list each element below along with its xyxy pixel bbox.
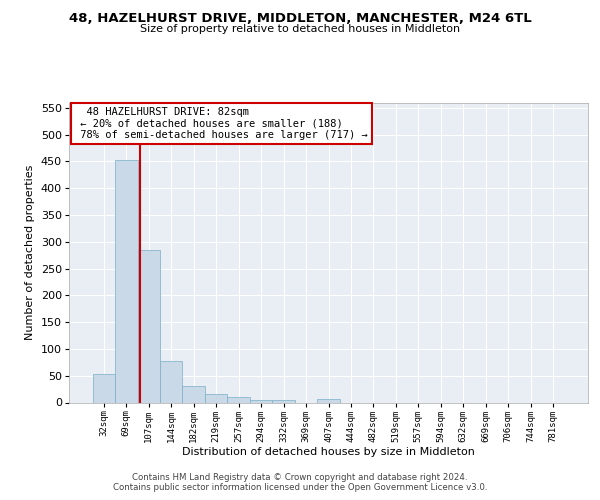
Bar — [205, 394, 227, 402]
Bar — [92, 374, 115, 402]
Text: 48, HAZELHURST DRIVE, MIDDLETON, MANCHESTER, M24 6TL: 48, HAZELHURST DRIVE, MIDDLETON, MANCHES… — [68, 12, 532, 26]
Text: 48 HAZELHURST DRIVE: 82sqm
 ← 20% of detached houses are smaller (188)
 78% of s: 48 HAZELHURST DRIVE: 82sqm ← 20% of deta… — [74, 107, 368, 140]
Y-axis label: Number of detached properties: Number of detached properties — [25, 165, 35, 340]
Text: Size of property relative to detached houses in Middleton: Size of property relative to detached ho… — [140, 24, 460, 34]
X-axis label: Distribution of detached houses by size in Middleton: Distribution of detached houses by size … — [182, 447, 475, 457]
Text: Contains HM Land Registry data © Crown copyright and database right 2024.: Contains HM Land Registry data © Crown c… — [132, 472, 468, 482]
Bar — [317, 400, 340, 402]
Bar — [182, 386, 205, 402]
Bar — [227, 397, 250, 402]
Bar — [115, 160, 137, 402]
Bar — [160, 360, 182, 403]
Bar — [272, 400, 295, 402]
Bar — [137, 250, 160, 402]
Text: Contains public sector information licensed under the Open Government Licence v3: Contains public sector information licen… — [113, 484, 487, 492]
Bar — [250, 400, 272, 402]
